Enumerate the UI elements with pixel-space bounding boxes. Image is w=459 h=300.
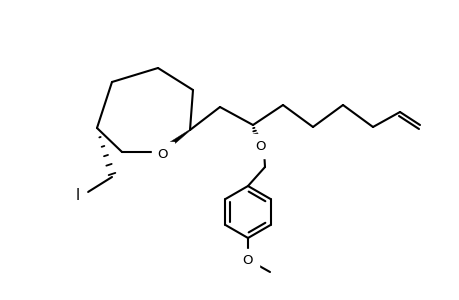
Text: I: I: [76, 188, 80, 202]
Text: O: O: [157, 148, 168, 160]
Polygon shape: [161, 130, 190, 152]
Text: O: O: [255, 140, 266, 152]
Text: O: O: [242, 254, 253, 268]
